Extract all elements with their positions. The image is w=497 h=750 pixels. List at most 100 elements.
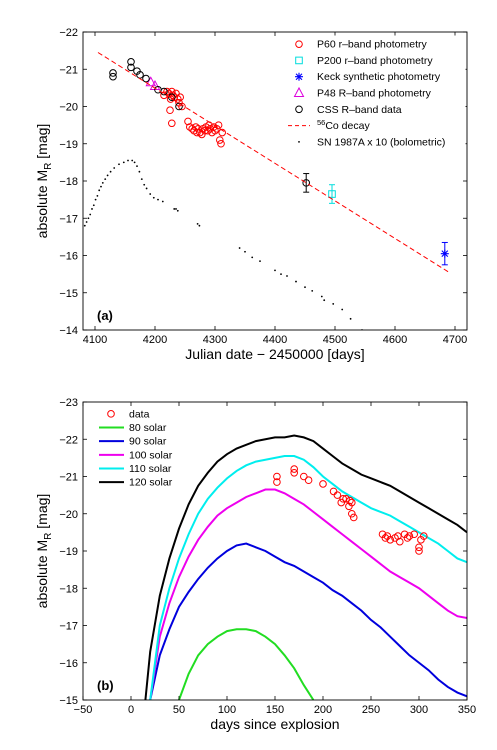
data-point xyxy=(91,208,93,210)
series-2 xyxy=(440,241,449,266)
data-point xyxy=(251,256,254,259)
data-point xyxy=(168,119,176,128)
data-point xyxy=(286,275,288,277)
data-point xyxy=(188,125,196,133)
x-tick-label: 100 xyxy=(218,704,236,716)
legend-box xyxy=(284,35,466,151)
y-tick-label: −21 xyxy=(59,64,78,76)
data-point xyxy=(304,286,306,289)
data-point xyxy=(244,250,246,253)
data-point xyxy=(381,534,390,542)
data-point xyxy=(138,170,141,173)
data-point xyxy=(323,299,326,302)
legend-label: 100 solar xyxy=(129,449,173,461)
data-point xyxy=(109,170,112,173)
data-point xyxy=(332,303,335,305)
data-point xyxy=(218,128,226,137)
data-point xyxy=(161,200,164,203)
panel-label: (a) xyxy=(97,308,113,323)
series-4 xyxy=(109,58,311,193)
data-point xyxy=(85,221,88,223)
legend-label: 80 solar xyxy=(129,422,167,434)
y-tick-label: −22 xyxy=(59,434,78,446)
data-point xyxy=(100,185,102,188)
x-tick-label: 50 xyxy=(173,704,185,716)
data-point xyxy=(178,102,186,111)
data-point xyxy=(216,136,224,144)
x-tick-label: 200 xyxy=(314,704,332,716)
data-point xyxy=(333,491,342,499)
y-tick-label: −15 xyxy=(59,695,78,707)
x-tick-label: 4500 xyxy=(323,334,347,346)
data-point xyxy=(274,269,276,272)
legend-marker xyxy=(295,72,303,81)
legend-label: 90 solar xyxy=(129,436,167,448)
data-point xyxy=(136,71,144,79)
data-point xyxy=(295,280,297,283)
data-point xyxy=(176,93,184,101)
data-point xyxy=(109,72,117,81)
data-point xyxy=(337,498,346,507)
data-point xyxy=(104,178,107,181)
x-tick-label: 4400 xyxy=(263,334,287,346)
legend-label: 120 solar xyxy=(129,477,173,489)
data-point xyxy=(196,222,199,225)
data-point xyxy=(152,196,155,199)
legend-marker xyxy=(298,140,300,143)
data-point xyxy=(273,478,281,486)
y-tick-label: −15 xyxy=(59,288,78,300)
x-tick-label: 4100 xyxy=(83,334,107,346)
data-point xyxy=(302,179,311,187)
data-point xyxy=(127,58,135,66)
legend-box xyxy=(96,406,188,490)
data-point xyxy=(127,159,129,162)
legend-label: SN 1987A x 10 (bolometric) xyxy=(317,136,445,148)
data-point xyxy=(405,532,414,540)
series-0 xyxy=(160,87,226,148)
data-point xyxy=(346,496,354,505)
data-point xyxy=(176,209,179,212)
data-point xyxy=(290,465,299,473)
data-point xyxy=(145,76,157,87)
data-point xyxy=(163,87,171,96)
x-tick-label: 150 xyxy=(266,704,284,716)
model-curve-3 xyxy=(149,455,467,700)
data-point xyxy=(329,487,338,496)
data-point xyxy=(186,123,194,131)
data-point xyxy=(328,190,336,198)
data-point xyxy=(273,472,281,481)
data-point xyxy=(145,187,148,190)
y-tick-label: −17 xyxy=(59,213,78,225)
legend-label: 56Co decay xyxy=(317,118,370,132)
x-axis-label: days since explosion xyxy=(210,716,339,732)
y-tick-label: −14 xyxy=(59,325,78,337)
data-point xyxy=(348,498,356,507)
data-point xyxy=(396,537,404,546)
data-point xyxy=(98,189,101,192)
data-point xyxy=(175,208,177,210)
y-tick-label: −20 xyxy=(59,102,78,114)
data-point xyxy=(94,198,97,201)
legend-label: P60 r–band photometry xyxy=(317,39,427,51)
data-point xyxy=(415,543,423,552)
legend-marker xyxy=(293,86,305,97)
data-point xyxy=(149,193,152,195)
data-point xyxy=(410,530,419,539)
legend-label: 110 solar xyxy=(129,463,172,475)
data-point xyxy=(184,117,192,126)
legend-label: Keck synthetic photometry xyxy=(317,71,441,83)
x-tick-label: 4600 xyxy=(383,334,407,346)
legend-marker xyxy=(295,40,303,48)
data-point xyxy=(341,308,344,311)
legend-label: P200 r–band photometry xyxy=(317,55,433,67)
x-tick-label: 250 xyxy=(362,704,380,716)
y-tick-label: −22 xyxy=(59,27,78,39)
data-point xyxy=(259,260,261,262)
data-point xyxy=(142,74,150,83)
data-point xyxy=(166,95,175,103)
plot-frame xyxy=(82,401,468,701)
y-tick-label: −19 xyxy=(59,139,78,151)
data-point xyxy=(87,217,90,220)
